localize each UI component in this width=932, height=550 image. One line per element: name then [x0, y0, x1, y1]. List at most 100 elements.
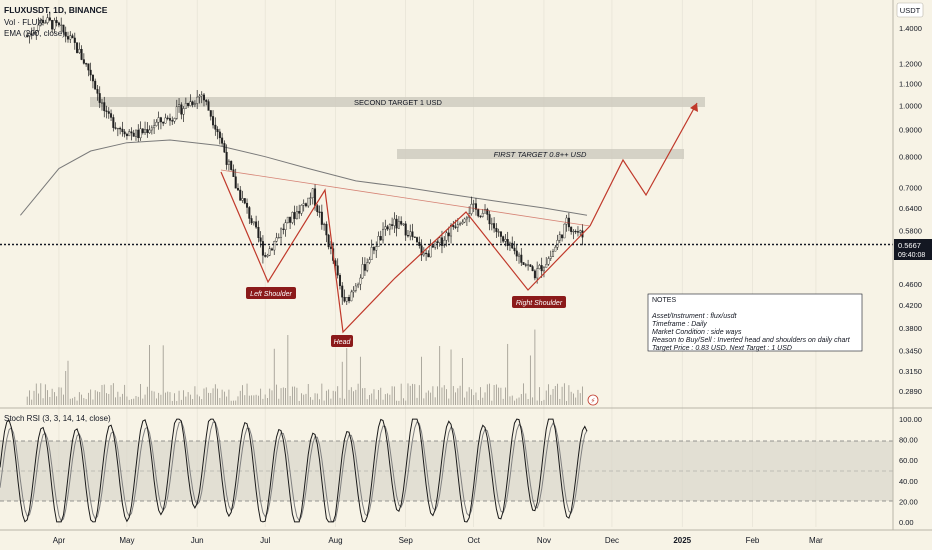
candle-body [286, 216, 289, 223]
candle-body [94, 80, 97, 90]
candle-body [218, 131, 221, 139]
candle-body [431, 245, 434, 248]
candle-body [48, 17, 51, 21]
currency-badge[interactable]: USDT [896, 2, 924, 18]
candle-body [452, 225, 455, 228]
current-price-value: 0.5667 [898, 241, 921, 250]
candle-body [76, 42, 79, 53]
candle-body [275, 237, 278, 242]
price-tick-label: 0.9000 [899, 126, 922, 135]
candle-body [243, 198, 246, 204]
candle-body [357, 283, 360, 287]
candle-body [205, 99, 208, 102]
candle-body [248, 207, 251, 219]
first-target-band [397, 149, 684, 159]
candle-body [78, 48, 81, 53]
inverse-head-shoulders-pattern [220, 171, 591, 334]
candle-body [42, 19, 45, 24]
candle-body [377, 236, 380, 247]
candle-body [343, 296, 346, 302]
candle-body [506, 239, 509, 246]
price-tick-label: 0.4200 [899, 301, 922, 310]
candle-body [157, 117, 160, 123]
candle-body [100, 102, 103, 104]
candle-body [182, 108, 185, 115]
candle-body [354, 285, 357, 291]
candle-body [146, 129, 149, 134]
candle-body [55, 20, 58, 24]
notes-line: Asset/Instrument : flux/usdt [651, 313, 737, 320]
candle-body [98, 93, 101, 103]
candle-body [227, 160, 230, 165]
candle-body [209, 110, 212, 117]
candle-body [518, 254, 521, 257]
candle-body [307, 197, 310, 207]
candle-body [291, 212, 294, 223]
second-target-band [90, 97, 705, 107]
candle-body [144, 129, 147, 134]
candle-body [379, 236, 382, 241]
candle-body [572, 230, 575, 233]
candle-body [166, 117, 169, 119]
candle-body [486, 209, 489, 215]
candle-body [406, 235, 409, 237]
candle-body [522, 262, 525, 265]
price-tick-label: 0.6400 [899, 204, 922, 213]
lightning-icon[interactable]: ⚡ [587, 394, 599, 406]
candle-body [26, 36, 29, 38]
candle-body [488, 214, 491, 225]
candle-body [225, 151, 228, 165]
left-shoulder-label: Left Shoulder [250, 291, 292, 298]
price-tick-label: 0.3450 [899, 346, 922, 355]
candle-body [495, 227, 498, 232]
countdown-timer: 09:40:08 [898, 252, 925, 259]
stoch-axis[interactable]: 100.00 80.00 60.00 40.00 20.00 0.00 [899, 415, 922, 527]
candle-body [320, 211, 323, 225]
candle-body [533, 270, 536, 279]
candle-body [230, 160, 233, 170]
time-axis[interactable]: Apr May Jun Jul Aug Sep Oct Nov Dec 2025 Feb Mar [53, 536, 823, 545]
candle-body [105, 110, 108, 112]
candle-body [345, 297, 348, 302]
time-tick-label: 2025 [673, 536, 691, 545]
candle-body [304, 203, 307, 207]
candle-body [87, 63, 90, 71]
candle-body [309, 197, 312, 199]
volume-legend: Vol · FLUX [4, 18, 43, 27]
candle-body [178, 104, 181, 108]
candle-body [284, 222, 287, 230]
candle-body [547, 258, 550, 265]
candle-body [119, 127, 122, 130]
candle-body [536, 268, 539, 279]
candle-body [570, 226, 573, 232]
candle-body [434, 241, 437, 248]
candle-body [445, 232, 448, 241]
candle-body [416, 237, 419, 243]
stoch-tick-label: 80.00 [899, 436, 918, 445]
candle-body [363, 264, 366, 271]
candle-body [524, 264, 527, 266]
candle-body [447, 232, 450, 237]
candle-body [436, 241, 439, 243]
candle-body [425, 252, 428, 255]
candle-body [69, 35, 72, 40]
candle-body [51, 20, 54, 30]
price-tick-label: 0.4600 [899, 280, 922, 289]
time-tick-label: May [119, 536, 134, 545]
stoch-title: Stoch RSI (3, 3, 14, 14, close) [4, 414, 111, 423]
candle-body [60, 24, 63, 26]
candle-body [499, 231, 502, 237]
candle-body [477, 209, 480, 217]
candle-body [239, 189, 242, 201]
candle-body [515, 250, 518, 257]
candle-body [438, 237, 441, 243]
candle-body [314, 188, 317, 206]
candle-body [134, 129, 137, 137]
candle-body [295, 211, 298, 219]
candle-body [150, 127, 153, 131]
candle-body [37, 24, 40, 31]
svg-text:⚡: ⚡ [591, 397, 596, 405]
candle-body [207, 101, 210, 111]
candle-body [89, 69, 92, 76]
